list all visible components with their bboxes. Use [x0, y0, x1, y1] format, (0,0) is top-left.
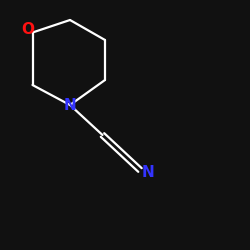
Text: N: N: [141, 165, 154, 180]
Text: N: N: [64, 98, 76, 112]
Text: O: O: [21, 22, 34, 38]
